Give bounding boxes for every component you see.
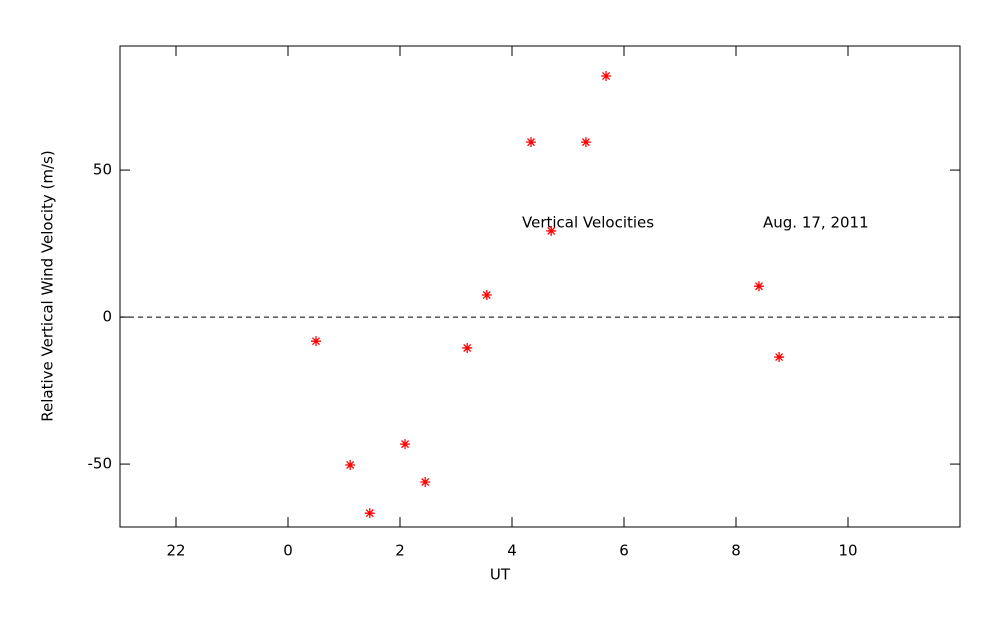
data-point (400, 439, 411, 450)
x-tick-label: 0 (283, 542, 293, 560)
data-point (526, 137, 537, 148)
data-point (601, 70, 612, 81)
x-axis-label: UT (490, 566, 511, 584)
annotation: Aug. 17, 2011 (763, 214, 869, 232)
data-point (774, 352, 785, 363)
data-point (364, 508, 375, 519)
data-point (580, 137, 591, 148)
y-tick-label: 0 (102, 308, 112, 326)
x-tick-label: 4 (507, 542, 517, 560)
y-tick-label: -50 (88, 455, 113, 473)
x-tick-label: 6 (619, 542, 629, 560)
data-point (345, 459, 356, 470)
data-point (481, 290, 492, 301)
plot-frame (119, 45, 961, 528)
x-tick-label: 2 (395, 542, 405, 560)
annotation: Vertical Velocities (522, 214, 654, 232)
data-point (420, 477, 431, 488)
y-tick-label: 50 (93, 161, 112, 179)
x-tick-label: 8 (731, 542, 741, 560)
data-point (311, 336, 321, 347)
x-tick-label: 10 (838, 542, 857, 560)
data-point (546, 225, 557, 236)
data-point (753, 281, 764, 292)
data-point (462, 342, 473, 353)
y-axis-label: Relative Vertical Wind Velocity (m/s) (39, 150, 57, 421)
x-tick-label: 22 (166, 542, 185, 560)
